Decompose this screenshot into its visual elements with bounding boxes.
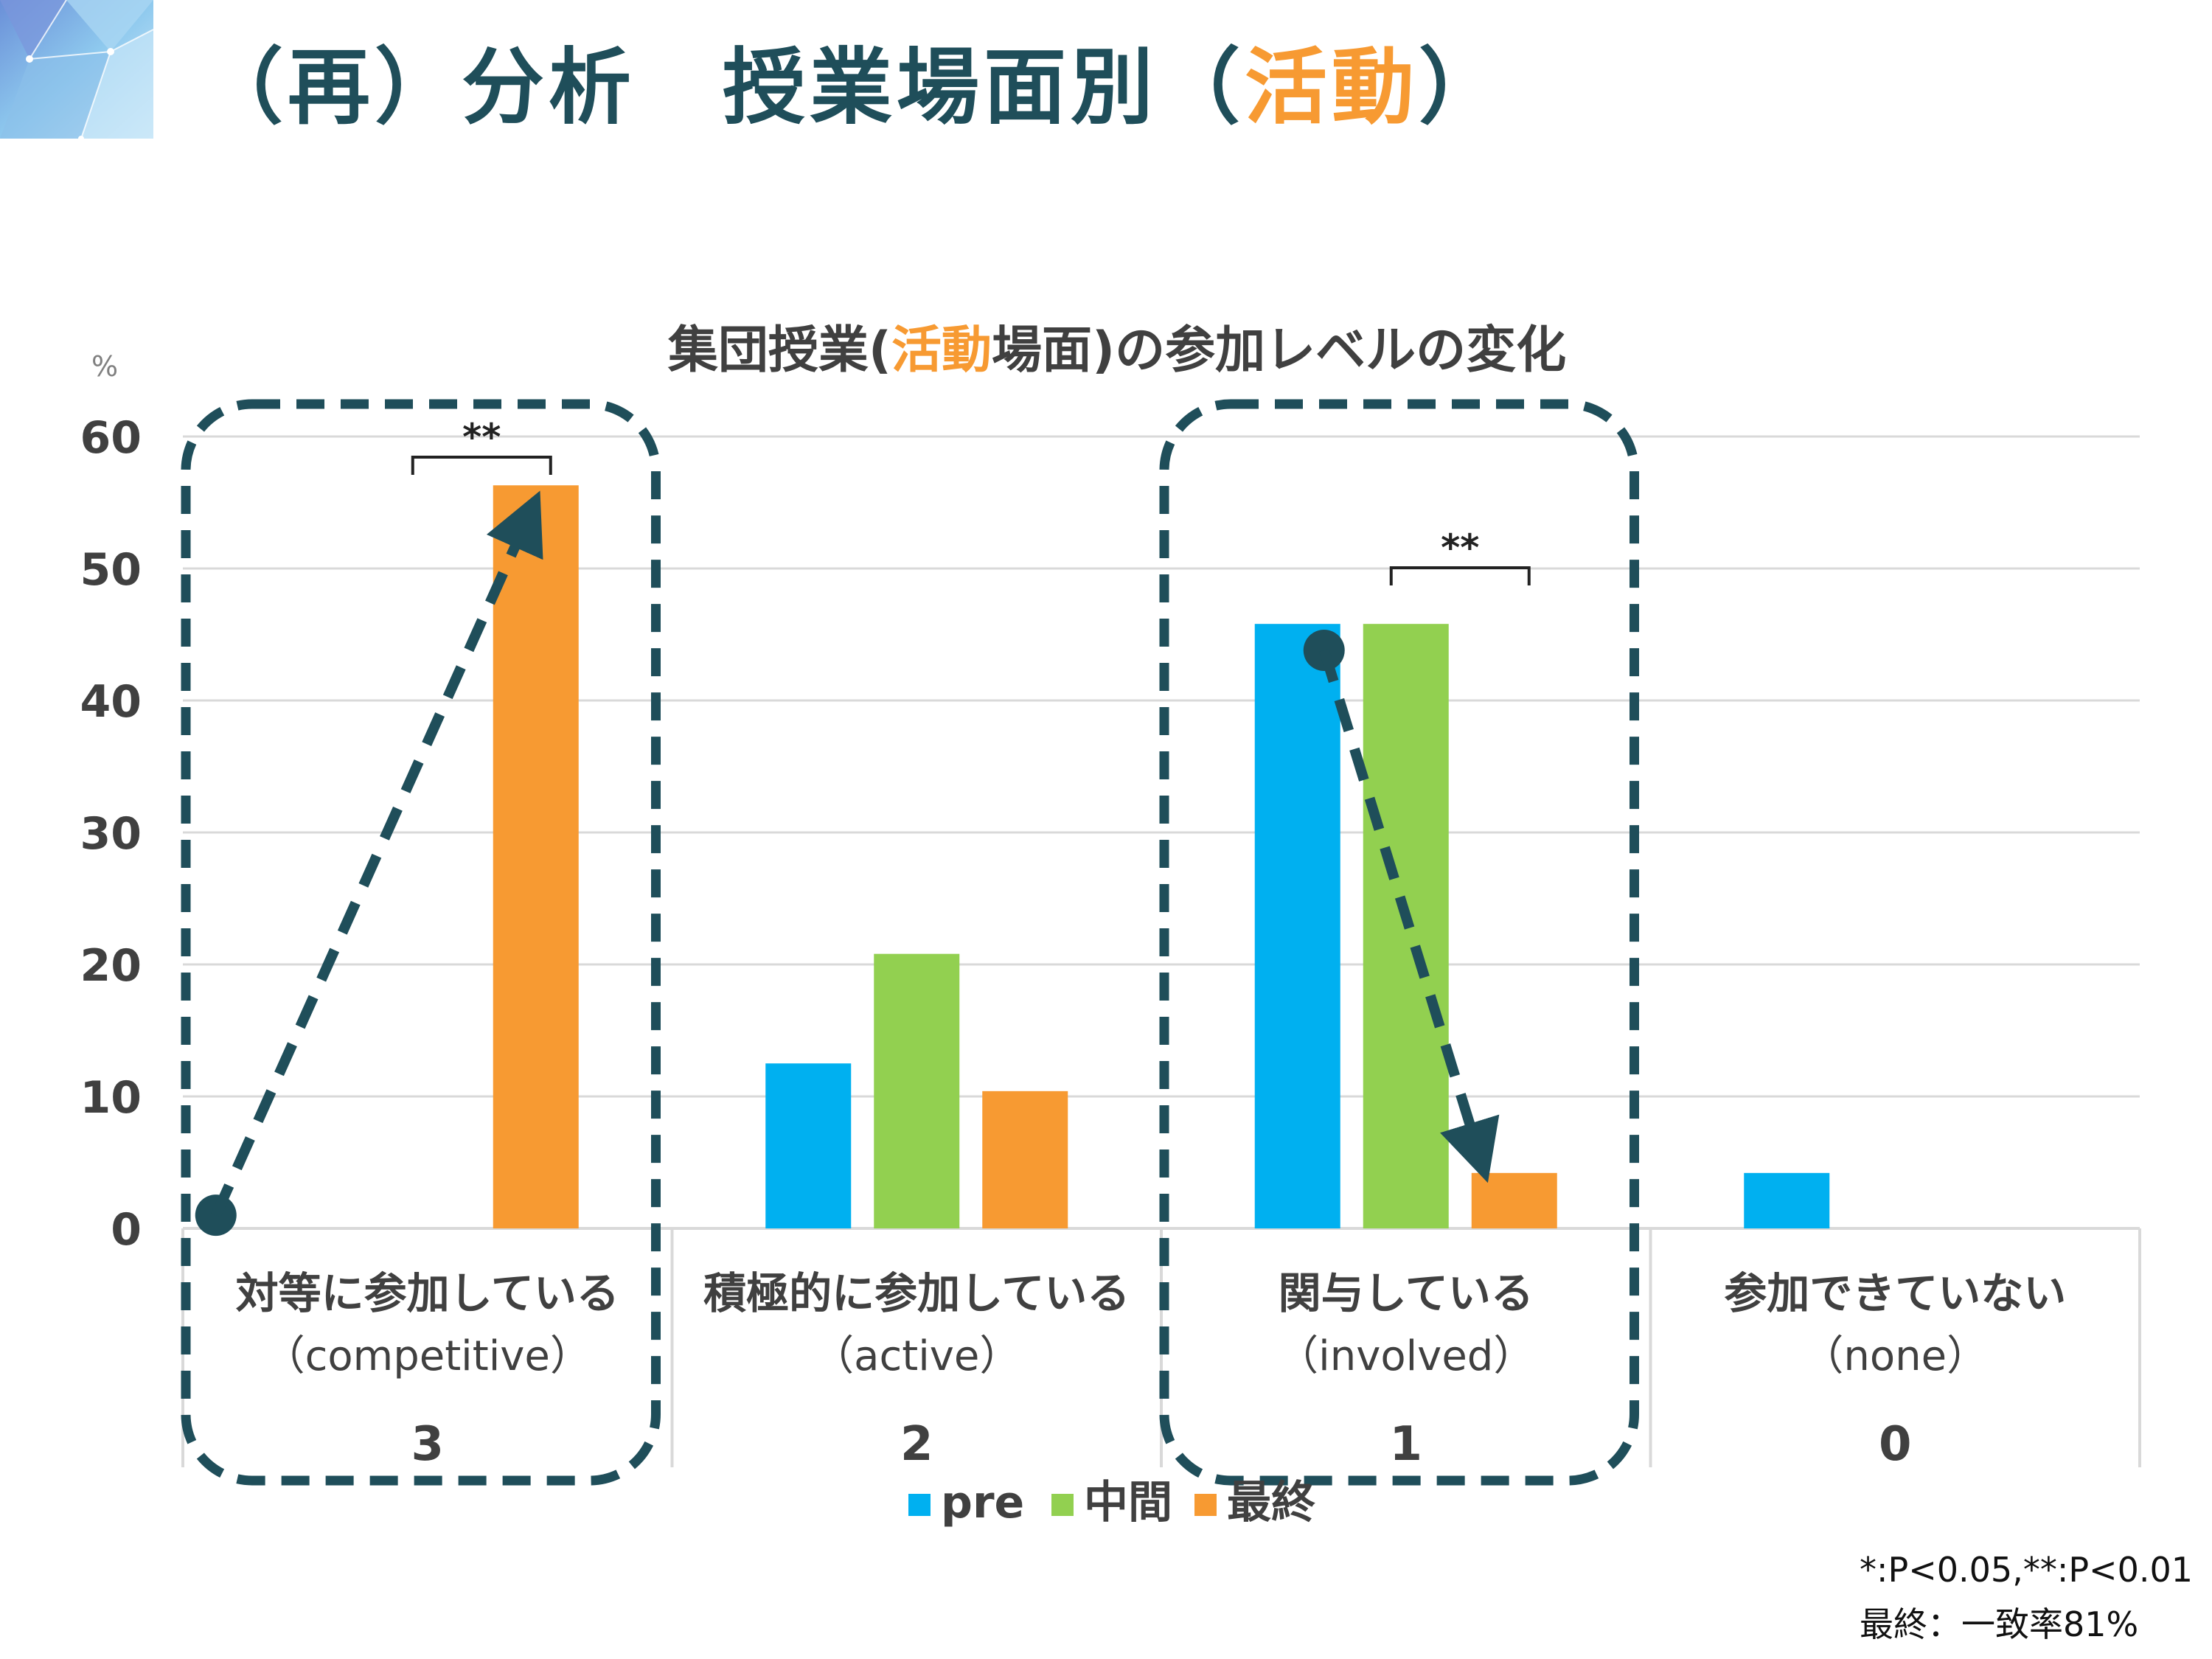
slide-title-highlight: 活動 <box>1245 40 1419 136</box>
bar-final <box>1471 1172 1557 1228</box>
legend-label: 中間 <box>1084 1477 1172 1528</box>
bar-mid <box>874 953 960 1228</box>
x-tick-sublabel: （competitive） <box>264 1332 591 1380</box>
x-tick-label: 関与している <box>1279 1268 1534 1318</box>
y-tick-label: 30 <box>80 808 142 860</box>
x-tick-sublabel: （involved） <box>1277 1332 1534 1380</box>
legend-label: pre <box>941 1477 1024 1528</box>
footnote-significance: *:P<0.05,**:P<0.01 <box>1860 1550 2194 1590</box>
legend-swatch <box>1194 1494 1217 1516</box>
chart-title-highlight: 活動 <box>891 321 992 380</box>
x-tick-sublabel: （none） <box>1802 1332 1988 1380</box>
bar-pre <box>765 1063 852 1228</box>
y-tick-label: 10 <box>80 1072 142 1124</box>
bar-pre <box>1744 1172 1830 1228</box>
chart-title-prefix: 集団授業( <box>667 321 891 380</box>
bar-pre <box>1254 624 1340 1228</box>
legend-swatch <box>908 1494 931 1516</box>
y-tick-label: 40 <box>80 676 142 728</box>
slide-title: （再）分析 授業場面別（活動） <box>201 21 1506 140</box>
logo-decoration <box>0 0 153 139</box>
slide-title-prefix: （再）分析 授業場面別（ <box>201 40 1245 136</box>
bar-final <box>493 485 579 1228</box>
y-tick-label: 20 <box>80 940 142 992</box>
significance-bracket <box>411 456 552 475</box>
x-tick-label: 対等に参加している <box>236 1268 619 1318</box>
slide-title-suffix: ） <box>1419 40 1506 136</box>
y-axis-unit: % <box>91 350 118 383</box>
x-axis: 対等に参加している （competitive） 3 積極的に参加している （active… <box>181 1227 2141 1472</box>
highlight-box <box>181 399 661 1486</box>
x-tick-level: 1 <box>1389 1417 1422 1472</box>
x-tick-sublabel: （active） <box>813 1332 1020 1380</box>
annotations: ** ** <box>181 399 1639 1486</box>
significance-bracket <box>1389 566 1531 585</box>
x-tick-level: 0 <box>1879 1417 1912 1472</box>
x-tick-level: 2 <box>900 1417 933 1472</box>
highlight-box <box>1159 399 1639 1486</box>
chart-title-suffix: 場面)の参加レベルの変化 <box>992 321 1566 380</box>
y-tick-label: 60 <box>80 412 142 464</box>
y-axis-ticks: 0 10 20 30 40 50 60 <box>80 412 142 1256</box>
legend: pre 中間 最終 <box>908 1477 1315 1528</box>
x-tick-label: 積極的に参加している <box>703 1268 1130 1318</box>
trend-arrow <box>1319 648 1500 1183</box>
y-tick-label: 50 <box>80 544 142 596</box>
significance-label: ** <box>462 416 501 459</box>
legend-label: 最終 <box>1227 1477 1315 1528</box>
y-tick-label: 0 <box>111 1204 142 1256</box>
x-tick-label: 参加できていない <box>1724 1268 2066 1318</box>
bar-final <box>982 1091 1068 1228</box>
x-tick-level: 3 <box>411 1417 444 1472</box>
chart-title: 集団授業(活動場面)の参加レベルの変化 <box>667 321 1566 380</box>
footnotes: *:P<0.05,**:P<0.01 最終：一致率81% <box>1860 1543 2193 1652</box>
trend-arrow <box>211 490 543 1217</box>
footnote-agreement: 最終：一致率81% <box>1860 1604 2139 1644</box>
legend-swatch <box>1051 1494 1074 1516</box>
significance-label: ** <box>1441 526 1479 569</box>
